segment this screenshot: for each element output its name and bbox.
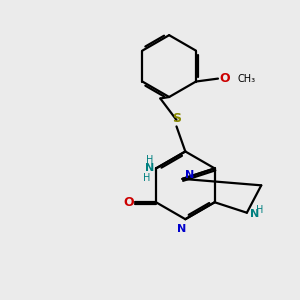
Text: S: S — [172, 112, 181, 125]
Text: N: N — [177, 224, 186, 234]
Text: N: N — [185, 170, 195, 180]
Text: N: N — [145, 163, 154, 173]
Text: N: N — [250, 209, 259, 219]
Text: O: O — [123, 196, 134, 209]
Text: H: H — [256, 205, 263, 215]
Text: O: O — [220, 72, 230, 85]
Text: CH₃: CH₃ — [237, 74, 255, 84]
Text: H: H — [143, 173, 151, 183]
Text: H: H — [146, 154, 153, 165]
